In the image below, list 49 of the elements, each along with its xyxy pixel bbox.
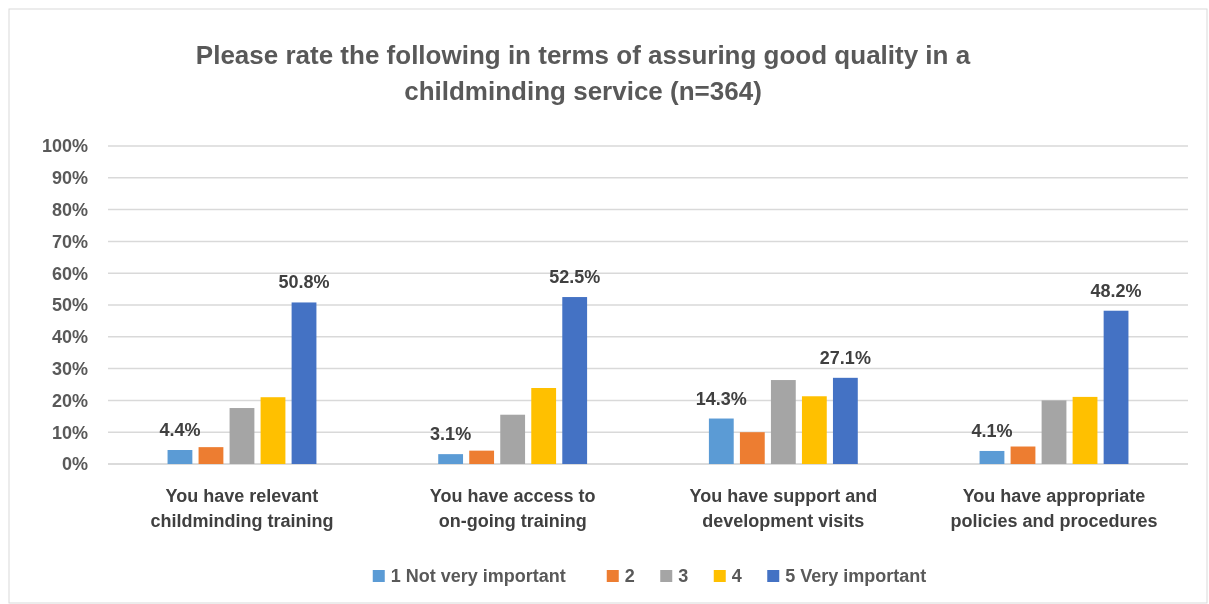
bar [1072, 396, 1098, 464]
y-tick-label: 70% [51, 231, 88, 252]
y-tick-label: 30% [51, 358, 88, 379]
bar [1010, 446, 1036, 464]
x-tick-label: You have appropriate policies and procedures [950, 486, 1158, 531]
bar [469, 450, 495, 464]
data-label: 3.1% [430, 424, 472, 445]
legend-label: 3 [678, 566, 689, 587]
y-tick-label: 50% [51, 295, 88, 316]
bar [739, 432, 765, 464]
data-label: 52.5% [549, 267, 601, 288]
bar [291, 302, 317, 464]
bar [198, 447, 224, 464]
x-tick-label: You have support and development visits [689, 486, 878, 531]
data-label: 50.8% [278, 272, 330, 293]
y-tick-label: 100% [41, 136, 88, 157]
legend-label: 5 Very important [785, 566, 927, 587]
y-tick-label: 0% [61, 454, 88, 475]
data-label: 14.3% [695, 388, 747, 409]
legend-label: 2 [624, 566, 635, 587]
data-label: 4.4% [159, 420, 201, 441]
y-tick-label: 80% [51, 199, 88, 220]
legend-label: 4 [731, 566, 742, 587]
bar [770, 380, 796, 464]
bar [1103, 310, 1129, 464]
y-tick-label: 10% [51, 422, 88, 443]
bar [438, 454, 464, 464]
bar [979, 450, 1005, 464]
data-label: 48.2% [1090, 280, 1142, 301]
y-tick-label: 90% [51, 168, 88, 189]
bar [167, 450, 193, 464]
bar [229, 408, 255, 464]
x-tick-label: You have access to on-going training [429, 486, 596, 531]
chart-title: Please rate the following in terms of assuring good quality in a childminding service (n=364) [195, 40, 971, 106]
x-tick-label: You have relevant childminding training [150, 486, 334, 531]
bar [531, 388, 557, 464]
bar [832, 377, 858, 464]
bar [562, 297, 588, 464]
y-tick-label: 20% [51, 390, 88, 411]
bar [801, 396, 827, 464]
bar [500, 414, 526, 464]
bar [708, 418, 734, 464]
legend-label: 1 Not very important [390, 566, 566, 587]
y-tick-label: 60% [51, 263, 88, 284]
data-label: 4.1% [971, 420, 1013, 441]
bar [1041, 400, 1067, 464]
y-tick-label: 40% [51, 327, 88, 348]
bar [260, 397, 286, 464]
data-label: 27.1% [819, 347, 871, 368]
